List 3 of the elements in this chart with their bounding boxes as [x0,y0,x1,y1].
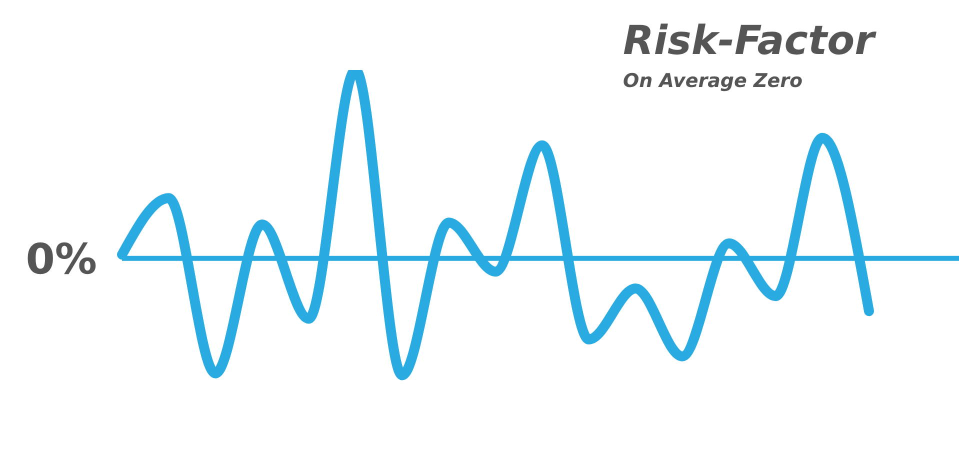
chart-title: Risk-Factor [623,18,874,64]
ref-line-label: 0% [26,234,97,284]
chart-subtitle: On Average Zero [623,70,804,92]
